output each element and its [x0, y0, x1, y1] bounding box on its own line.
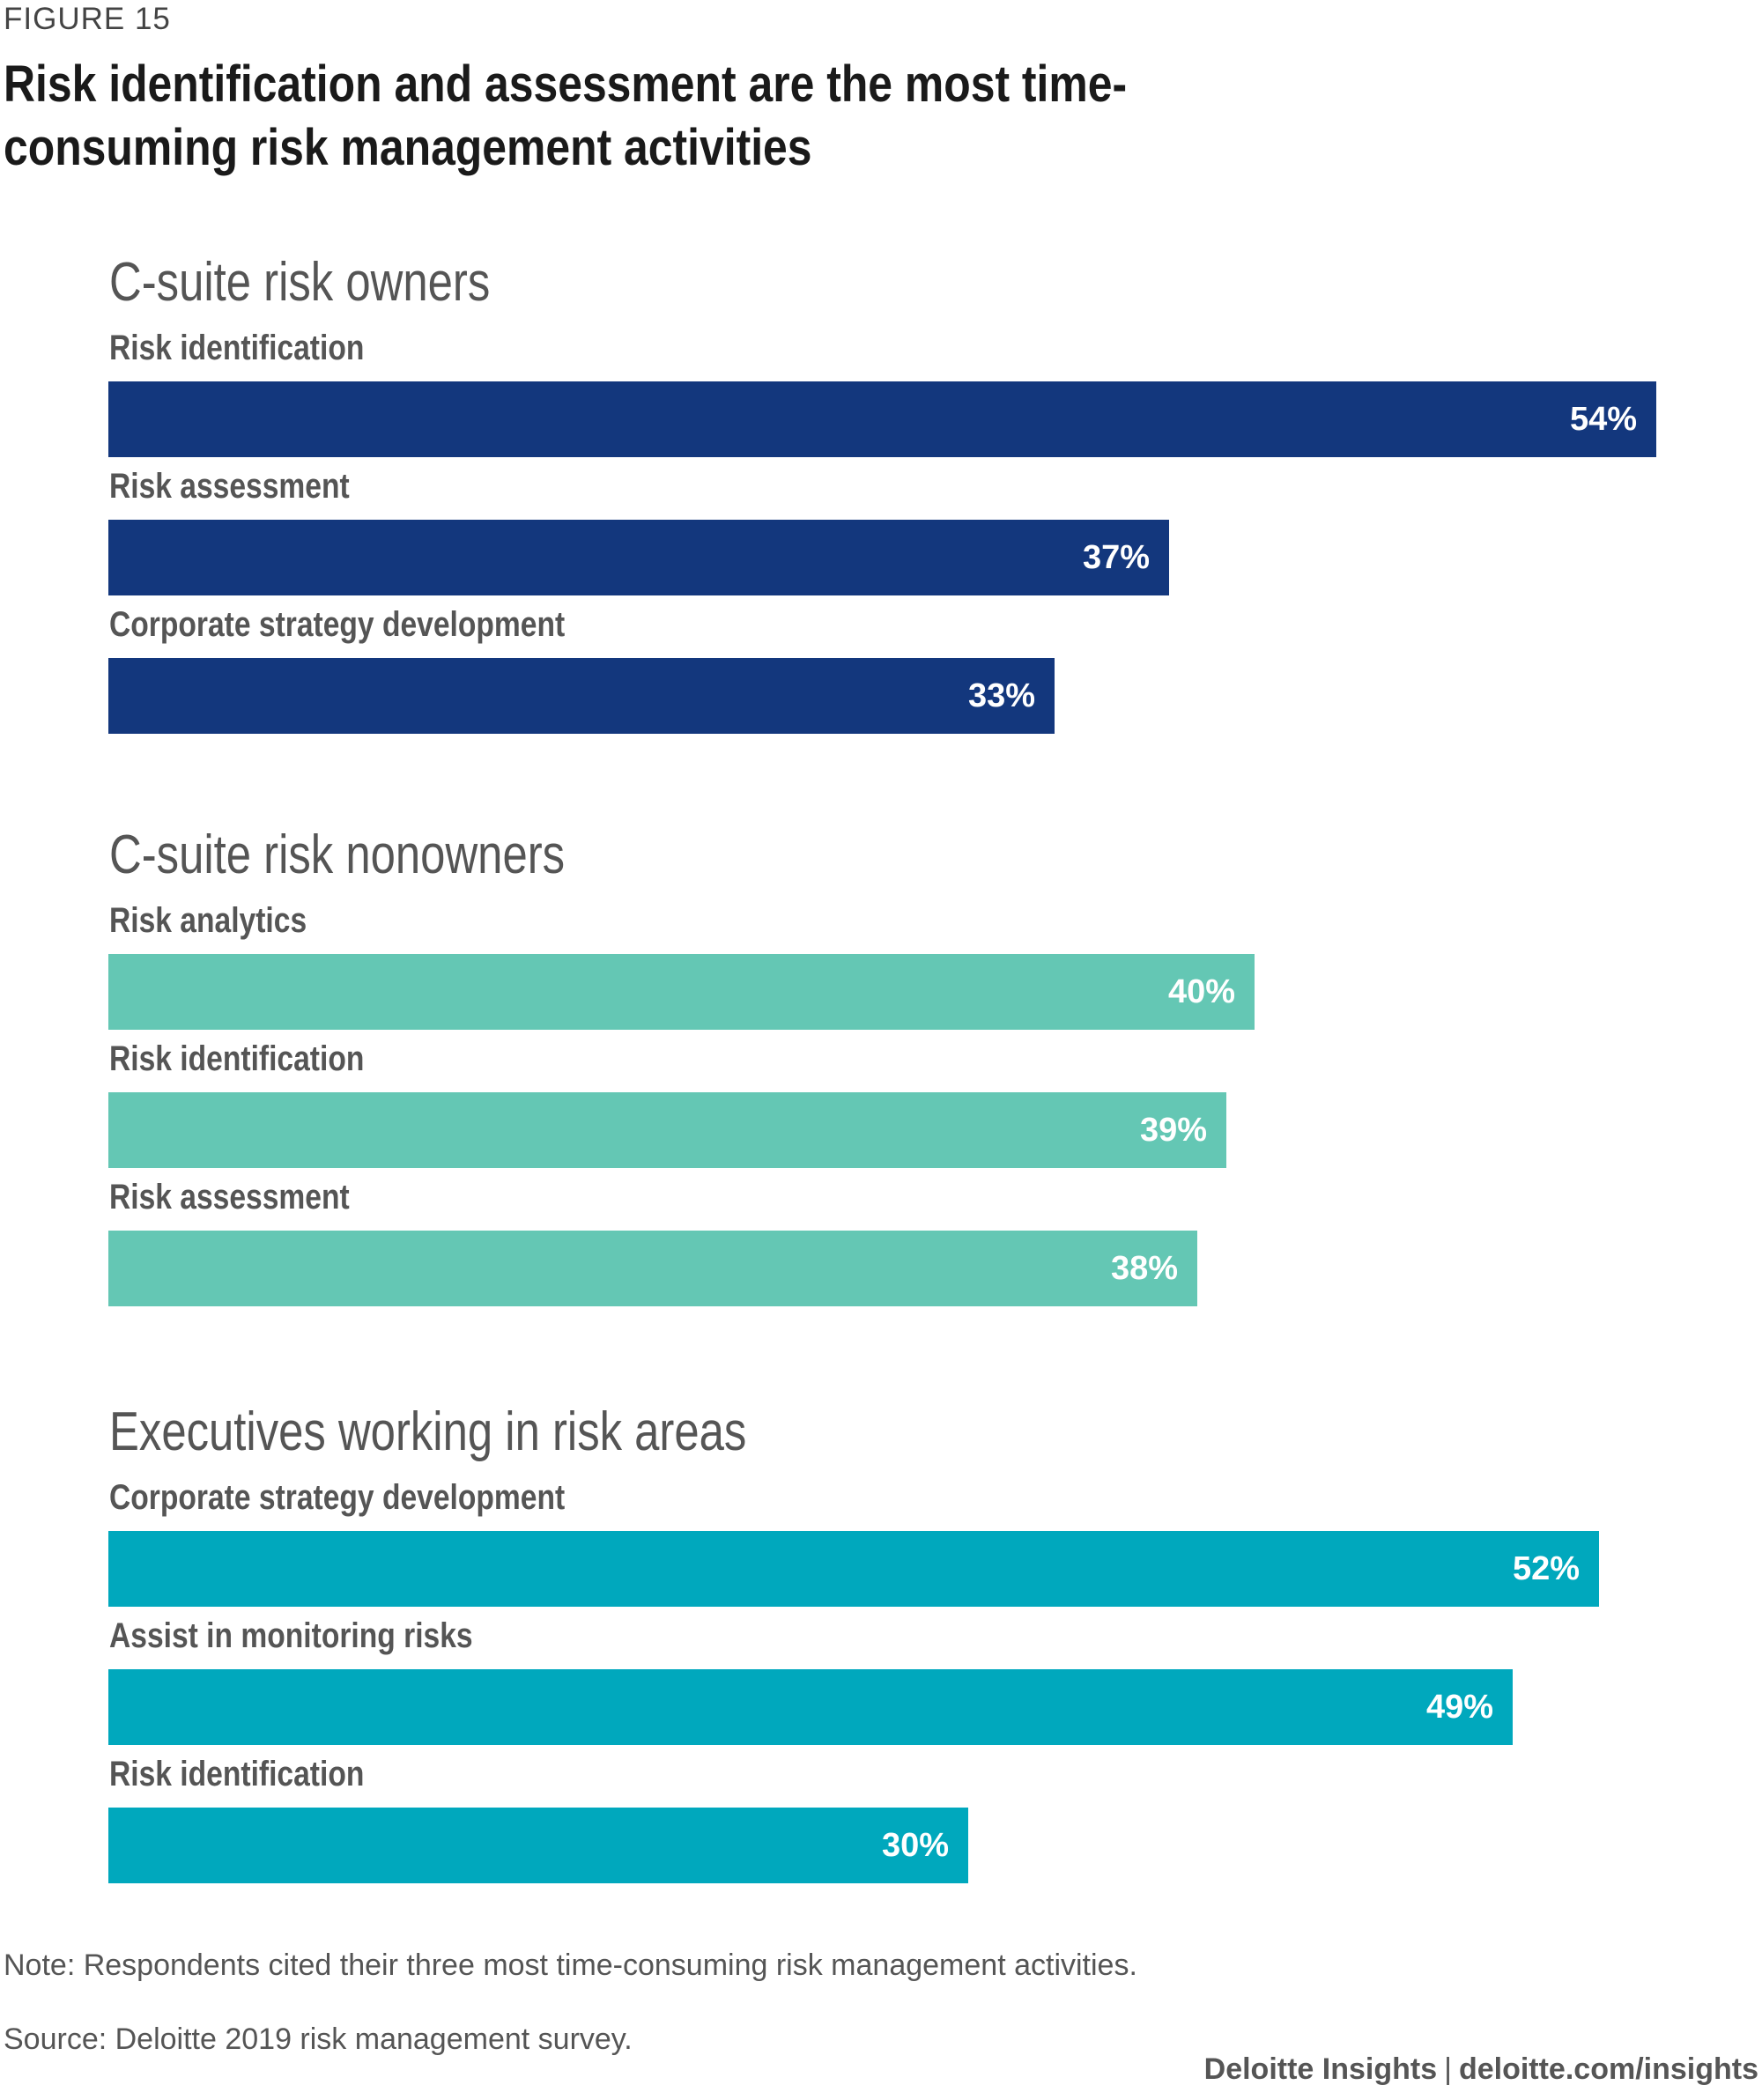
- bar: 39%: [108, 1092, 1226, 1168]
- bar-value-label: 38%: [1110, 1250, 1178, 1287]
- bar-category-label: Risk analytics: [109, 901, 307, 940]
- bar-value-label: 52%: [1512, 1550, 1580, 1587]
- credit-line: Deloitte Insights | deloitte.com/insights: [1204, 2052, 1758, 2087]
- bar-category-label: Assist in monitoring risks: [109, 1616, 473, 1655]
- bar: 30%: [108, 1808, 968, 1883]
- figure-label: FIGURE 15: [4, 2, 171, 36]
- credit-brand: Deloitte Insights: [1203, 2052, 1438, 2086]
- bar-value-label: 54%: [1569, 401, 1637, 438]
- bar-value-label: 49%: [1425, 1689, 1493, 1726]
- chart-source: Source: Deloitte 2019 risk management su…: [4, 2022, 633, 2056]
- bar-category-label: Risk identification: [109, 1039, 365, 1078]
- bar-category-label: Risk identification: [109, 329, 365, 367]
- credit-url[interactable]: deloitte.com/insights: [1458, 2052, 1758, 2086]
- bar: 49%: [108, 1669, 1513, 1745]
- bar-category-label: Risk identification: [109, 1755, 365, 1793]
- chart-note: Note: Respondents cited their three most…: [4, 1948, 1137, 1982]
- bar-category-label: Corporate strategy development: [109, 1478, 566, 1517]
- bar: 38%: [108, 1231, 1197, 1306]
- bar: 52%: [108, 1531, 1599, 1607]
- credit-separator[interactable]: |: [1444, 2052, 1452, 2086]
- section-title: Executives working in risk areas: [109, 1401, 747, 1462]
- bar-value-label: 33%: [967, 677, 1035, 714]
- bar: 54%: [108, 381, 1656, 457]
- chart-title: Risk identification and assessment are t…: [4, 55, 1128, 176]
- bar-value-label: 40%: [1167, 973, 1235, 1010]
- section-title: C-suite risk owners: [109, 252, 491, 313]
- bar-value-label: 39%: [1139, 1112, 1207, 1149]
- bar-category-label: Risk assessment: [109, 467, 350, 506]
- bar: 40%: [108, 954, 1255, 1030]
- section-title: C-suite risk nonowners: [109, 824, 566, 885]
- bar-value-label: 30%: [881, 1827, 949, 1864]
- bar-category-label: Corporate strategy development: [109, 605, 566, 644]
- bar-category-label: Risk assessment: [109, 1178, 350, 1216]
- bar: 37%: [108, 520, 1169, 595]
- bar: 33%: [108, 658, 1055, 734]
- bar-value-label: 37%: [1082, 539, 1150, 576]
